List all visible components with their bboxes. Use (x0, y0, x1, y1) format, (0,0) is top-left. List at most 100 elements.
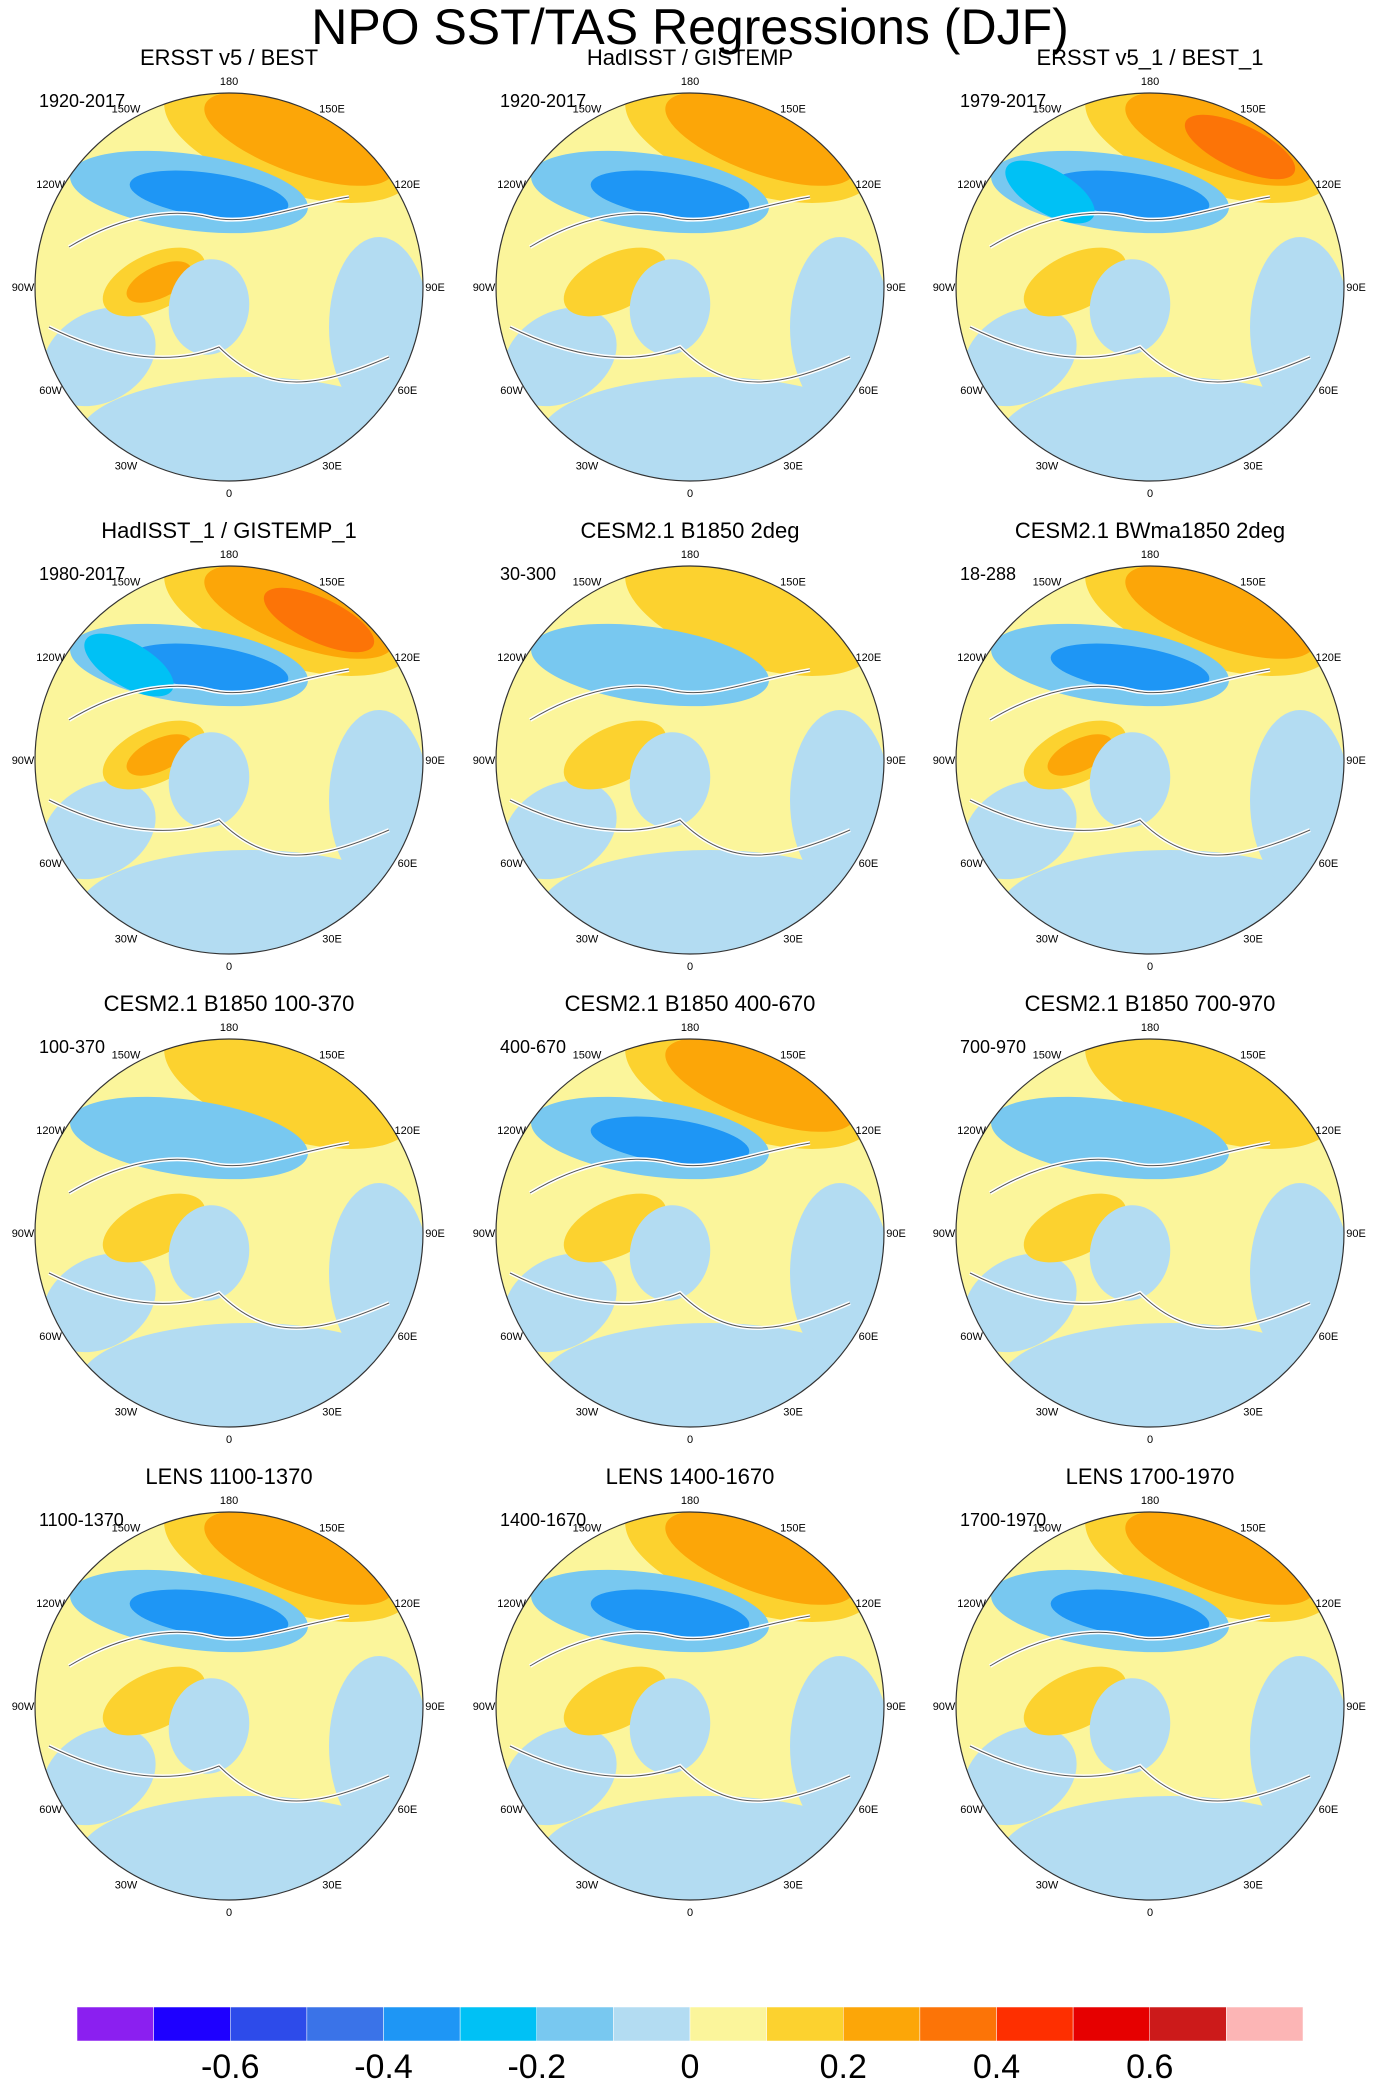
colorbar-tick-label: 0.4 (973, 2048, 1020, 2086)
longitude-label: 120W (497, 1598, 526, 1610)
longitude-label: 120E (856, 179, 882, 191)
longitude-label: 30E (783, 1879, 803, 1891)
cold-anomaly-region (168, 1205, 250, 1301)
longitude-label: 30E (1243, 460, 1263, 472)
polar-map: 180 150E 120E 90E 60E 30E 0 30W 60W 90W 120W 150W (933, 549, 1366, 973)
warm-anomaly-core (126, 734, 192, 776)
longitude-label: 30E (783, 1406, 803, 1418)
longitude-label: 90E (1346, 755, 1366, 767)
panel-period: 1920-2017 (39, 91, 125, 111)
coastline (509, 799, 851, 856)
longitude-label: 60W (39, 1804, 62, 1816)
longitude-label: 120E (856, 1598, 882, 1610)
colorbar: -0.6 -0.4 -0.2 0 0.2 0.4 0.6 (76, 2006, 1304, 2086)
longitude-label: 150E (1240, 1050, 1266, 1062)
coastline (48, 1272, 390, 1329)
panel-title: CESM2.1 BWma1850 2deg (1015, 518, 1285, 543)
longitude-label: 60W (39, 385, 62, 397)
longitude-label: 30E (1243, 1406, 1263, 1418)
longitude-label: 90E (886, 1228, 906, 1240)
longitude-label: 150W (1033, 1523, 1062, 1535)
longitude-label: 60E (859, 1804, 879, 1816)
panel-period: 1920-2017 (500, 91, 586, 111)
longitude-label: 30W (1036, 1406, 1059, 1418)
longitude-label: 60W (500, 1804, 523, 1816)
cold-anomaly-core (1050, 643, 1210, 693)
warm-anomaly-core (263, 587, 375, 653)
map-panel-grid: ERSST v5 / BEST 1920-2017 180 150E 120E 90E 60… (12, 45, 1366, 1919)
colorbar-tick-label: 0 (681, 2048, 700, 2086)
warm-anomaly-core (1125, 566, 1315, 659)
cold-anomaly-region (629, 732, 711, 828)
longitude-label: 180 (1141, 549, 1159, 561)
cold-anomaly-region (1089, 732, 1171, 828)
map-panel: HadISST_1 / GISTEMP_1 1980-2017 180 150E 120… (12, 518, 445, 973)
longitude-label: 60E (1319, 1331, 1339, 1343)
colorbar-swatch (843, 2006, 921, 2042)
cold-anomaly-region (503, 1726, 617, 1826)
panel-title: ERSST v5_1 / BEST_1 (1036, 45, 1263, 70)
colorbar-swatch (306, 2006, 384, 2042)
map-border (495, 92, 885, 482)
longitude-label: 180 (220, 1022, 238, 1034)
coastline (969, 1272, 1311, 1329)
longitude-label: 0 (687, 1907, 693, 1919)
polar-map: 180 150E 120E 90E 60E 30E 0 30W 60W 90W 120W 150W (12, 549, 445, 973)
colorbar-swatch (459, 2006, 537, 2042)
longitude-label: 30W (115, 1879, 138, 1891)
longitude-label: 90W (12, 1228, 35, 1240)
longitude-label: 60E (398, 858, 418, 870)
longitude-label: 150E (780, 577, 806, 589)
polar-map: 180 150E 120E 90E 60E 30E 0 30W 60W 90W 120W 150W (473, 1495, 906, 1919)
map-panel: CESM2.1 B1850 2deg 30-300 180 150E 120E 90E 60… (473, 518, 906, 973)
map-border (955, 92, 1345, 482)
longitude-label: 150W (1033, 104, 1062, 116)
longitude-label: 90W (473, 282, 496, 294)
map-border (495, 1038, 885, 1428)
coastline (68, 196, 350, 248)
longitude-label: 90W (12, 282, 35, 294)
longitude-label: 30E (322, 1879, 342, 1891)
cold-anomaly-core (1050, 1589, 1210, 1639)
longitude-label: 180 (1141, 1022, 1159, 1034)
coastline (509, 1745, 851, 1802)
warm-anomaly-core (1125, 1512, 1315, 1605)
coastline (68, 669, 350, 721)
longitude-label: 60E (398, 385, 418, 397)
longitude-label: 120E (856, 652, 882, 664)
longitude-label: 30W (576, 1879, 599, 1891)
longitude-label: 120W (497, 179, 526, 191)
coastline (969, 326, 1311, 383)
longitude-label: 120W (36, 1598, 65, 1610)
cold-anomaly-core (129, 170, 289, 220)
longitude-label: 150W (112, 1050, 141, 1062)
coastline (969, 1745, 1311, 1802)
panel-period: 1980-2017 (39, 564, 125, 584)
longitude-label: 120W (957, 1598, 986, 1610)
longitude-label: 0 (687, 1434, 693, 1446)
longitude-label: 90E (1346, 1701, 1366, 1713)
longitude-label: 180 (1141, 1495, 1159, 1507)
map-border (495, 1511, 885, 1901)
panel-title: CESM2.1 B1850 100-370 (104, 991, 355, 1016)
longitude-label: 90W (473, 1701, 496, 1713)
polar-map: 180 150E 120E 90E 60E 30E 0 30W 60W 90W 120W 150W (933, 1495, 1366, 1919)
warm-anomaly-core (665, 93, 855, 186)
polar-map: 180 150E 120E 90E 60E 30E 0 30W 60W 90W 120W 150W (473, 1022, 906, 1446)
map-border (955, 1038, 1345, 1428)
cold-anomaly-region (1089, 1205, 1171, 1301)
longitude-label: 0 (1147, 488, 1153, 500)
figure-title: NPO SST/TAS Regressions (DJF) (311, 0, 1069, 55)
longitude-label: 120W (497, 652, 526, 664)
panel-title: LENS 1700-1970 (1066, 1464, 1235, 1489)
longitude-label: 0 (226, 961, 232, 973)
panel-period: 18-288 (960, 564, 1016, 584)
coastline (509, 326, 851, 383)
panel-title: HadISST_1 / GISTEMP_1 (101, 518, 357, 543)
cold-anomaly-region (963, 1253, 1077, 1353)
longitude-label: 120E (1316, 179, 1342, 191)
colorbar-swatch (919, 2006, 997, 2042)
longitude-label: 120W (957, 1125, 986, 1137)
longitude-label: 30E (1243, 1879, 1263, 1891)
